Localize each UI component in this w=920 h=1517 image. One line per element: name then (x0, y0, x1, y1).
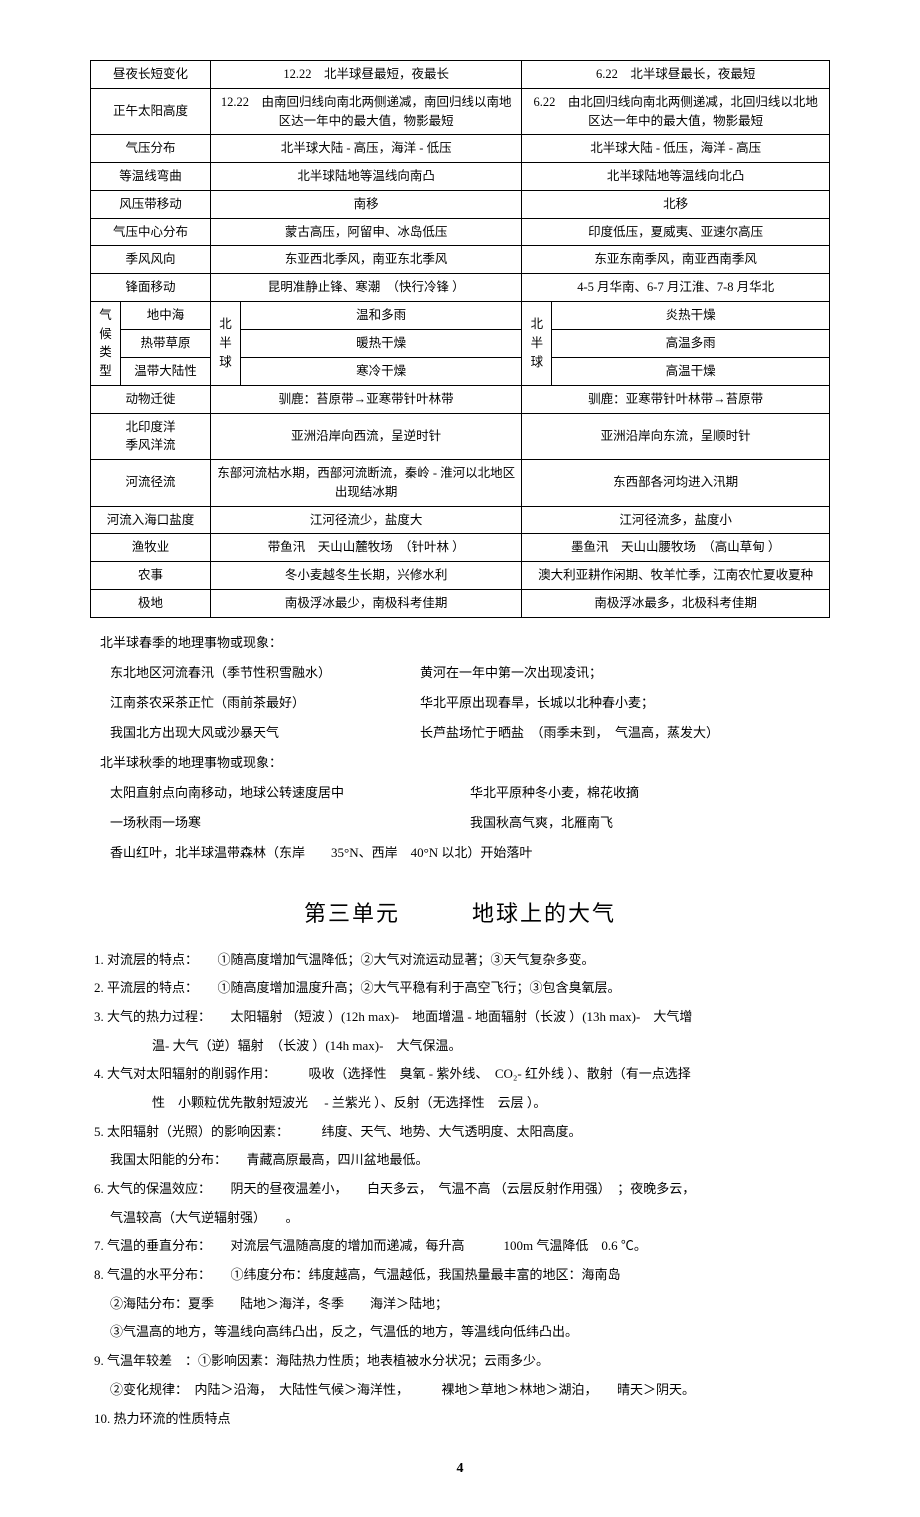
unit3-line: 5. 太阳辐射（光照）的影响因素： 纬度、天气、地势、大气透明度、太阳高度。 (90, 1120, 830, 1145)
winter-cell: 南极浮冰最少，南极科考佳期 (211, 589, 522, 617)
spring-left: 江南茶农采茶正忙（雨前茶最好） (110, 690, 420, 716)
climate-type: 热带草原 (121, 329, 211, 357)
winter-cell: 东部河流枯水期，西部河流断流，秦岭 - 淮河以北地区出现结冰期 (211, 460, 522, 507)
winter-cell: 昆明准静止锋、寒潮 （快行冷锋 ） (211, 274, 522, 302)
unit3-cont: ②海陆分布：夏季 陆地＞海洋，冬季 海洋＞陆地； (90, 1292, 830, 1317)
spring-item: 江南茶农采茶正忙（雨前茶最好）华北平原出现春旱，长城以北种春小麦； (110, 690, 830, 716)
row-label: 北印度洋季风洋流 (91, 413, 211, 460)
row-label: 气压中心分布 (91, 218, 211, 246)
winter-cell: 12.22 北半球昼最短，夜最长 (211, 61, 522, 89)
climate-type: 温带大陆性 (121, 357, 211, 385)
spring-title: 北半球春季的地理事物或现象： (100, 630, 830, 656)
unit3-heading: 第三单元 地球上的大气 (90, 896, 830, 928)
row-label: 农事 (91, 562, 211, 590)
row-label: 渔牧业 (91, 534, 211, 562)
winter-cell: 江河径流少，盐度大 (211, 506, 522, 534)
autumn-right: 华北平原种冬小麦，棉花收摘 (470, 780, 639, 806)
spring-item: 我国北方出现大风或沙暴天气长芦盐场忙于晒盐 （雨季未到， 气温高，蒸发大） (110, 720, 830, 746)
winter-cell: 东亚西北季风，南亚东北季风 (211, 246, 522, 274)
climate-summer: 高温多雨 (552, 329, 830, 357)
summer-cell: 澳大利亚耕作闲期、牧羊忙季，江南农忙夏收夏种 (522, 562, 830, 590)
summer-cell: 东西部各河均进入汛期 (522, 460, 830, 507)
autumn-title: 北半球秋季的地理事物或现象： (100, 750, 830, 776)
unit3-cont: 温- 大气（逆）辐射 （长波 ）(14h max)- 大气保温。 (90, 1034, 830, 1059)
climate-winter: 寒冷干燥 (241, 357, 522, 385)
autumn-item: 太阳直射点向南移动，地球公转速度居中华北平原种冬小麦，棉花收摘 (110, 780, 830, 806)
winter-cell: 亚洲沿岸向西流，呈逆时针 (211, 413, 522, 460)
summer-cell: 6.22 由北回归线向南北两侧递减，北回归线以北地区达一年中的最大值，物影最短 (522, 88, 830, 135)
unit3-line: 8. 气温的水平分布： ①纬度分布：纬度越高，气温越低，我国热量最丰富的地区：海… (90, 1263, 830, 1288)
summer-cell: 驯鹿：亚寒带针叶林带→苔原带 (522, 385, 830, 413)
climate-type: 地中海 (121, 301, 211, 329)
unit3-line: 4. 大气对太阳辐射的削弱作用： 吸收（选择性 臭氧 - 紫外线、 CO₂- 红… (90, 1062, 830, 1087)
unit3-line: 9. 气温年较差 ：①影响因素：海陆热力性质；地表植被水分状况；云雨多少。 (90, 1349, 830, 1374)
row-label: 风压带移动 (91, 190, 211, 218)
autumn-left: 太阳直射点向南移动，地球公转速度居中 (110, 780, 470, 806)
unit3-cont: ③气温高的地方，等温线向高纬凸出，反之，气温低的地方，等温线向低纬凸出。 (90, 1320, 830, 1345)
row-label: 动物迁徙 (91, 385, 211, 413)
row-label: 等温线弯曲 (91, 163, 211, 191)
spring-left: 东北地区河流春汛（季节性积雪融水） (110, 660, 420, 686)
winter-cell: 冬小麦越冬生长期，兴修水利 (211, 562, 522, 590)
unit3-line: 7. 气温的垂直分布： 对流层气温随高度的增加而递减，每升高 100m 气温降低… (90, 1234, 830, 1259)
unit3-cont: 我国太阳能的分布： 青藏高原最高，四川盆地最低。 (90, 1148, 830, 1173)
climate-winter: 暖热干燥 (241, 329, 522, 357)
hemi-right: 北半球 (522, 301, 552, 385)
autumn-right: 我国秋高气爽，北雁南飞 (470, 810, 613, 836)
winter-cell: 蒙古高压，阿留申、冰岛低压 (211, 218, 522, 246)
row-label: 季风风向 (91, 246, 211, 274)
page-number: 4 (90, 1461, 830, 1477)
comparison-table: 昼夜长短变化12.22 北半球昼最短，夜最长6.22 北半球昼最长，夜最短正午太… (90, 60, 830, 618)
summer-cell: 东亚东南季风，南亚西南季风 (522, 246, 830, 274)
summer-cell: 6.22 北半球昼最长，夜最短 (522, 61, 830, 89)
unit3-line: 3. 大气的热力过程： 太阳辐射 （短波 ）(12h max)- 地面增温 - … (90, 1005, 830, 1030)
winter-cell: 驯鹿：苔原带→亚寒带针叶林带 (211, 385, 522, 413)
climate-summer: 炎热干燥 (552, 301, 830, 329)
unit3-cont: 气温较高（大气逆辐射强） 。 (90, 1206, 830, 1231)
summer-cell: 北半球陆地等温线向北凸 (522, 163, 830, 191)
spring-left: 我国北方出现大风或沙暴天气 (110, 720, 420, 746)
unit3-line: 10. 热力环流的性质特点 (90, 1407, 830, 1432)
row-label: 气压分布 (91, 135, 211, 163)
row-label: 河流径流 (91, 460, 211, 507)
row-label: 昼夜长短变化 (91, 61, 211, 89)
row-label: 极地 (91, 589, 211, 617)
spring-right: 华北平原出现春旱，长城以北种春小麦； (420, 690, 654, 716)
summer-cell: 4-5 月华南、6-7 月江淮、7-8 月华北 (522, 274, 830, 302)
unit3-cont: 性 小颗粒优先散射短波光 - 兰紫光 ）、反射（无选择性 云层 ）。 (90, 1091, 830, 1116)
winter-cell: 带鱼汛 天山山麓牧场 （针叶林 ） (211, 534, 522, 562)
unit3-line: 1. 对流层的特点： ①随高度增加气温降低；②大气对流运动显著；③天气复杂多变。 (90, 948, 830, 973)
winter-cell: 南移 (211, 190, 522, 218)
autumn-item: 一场秋雨一场寒我国秋高气爽，北雁南飞 (110, 810, 830, 836)
summer-cell: 印度低压，夏威夷、亚速尔高压 (522, 218, 830, 246)
summer-cell: 北半球大陆 - 低压，海洋 - 高压 (522, 135, 830, 163)
row-label: 河流入海口盐度 (91, 506, 211, 534)
row-label: 正午太阳高度 (91, 88, 211, 135)
summer-cell: 江河径流多，盐度小 (522, 506, 830, 534)
unit3-line: 6. 大气的保温效应： 阴天的昼夜温差小， 白天多云， 气温不高 （云层反射作用… (90, 1177, 830, 1202)
climate-summer: 高温干燥 (552, 357, 830, 385)
row-label: 锋面移动 (91, 274, 211, 302)
unit3-line: 2. 平流层的特点： ①随高度增加温度升高；②大气平稳有利于高空飞行；③包含臭氧… (90, 976, 830, 1001)
summer-cell: 亚洲沿岸向东流，呈顺时针 (522, 413, 830, 460)
winter-cell: 12.22 由南回归线向南北两侧递减，南回归线以南地区达一年中的最大值，物影最短 (211, 88, 522, 135)
spring-right: 黄河在一年中第一次出现凌讯； (420, 660, 602, 686)
winter-cell: 北半球大陆 - 高压，海洋 - 低压 (211, 135, 522, 163)
autumn-last: 香山红叶，北半球温带森林（东岸 35°N、西岸 40°N 以北）开始落叶 (110, 840, 830, 866)
winter-cell: 北半球陆地等温线向南凸 (211, 163, 522, 191)
summer-cell: 南极浮冰最多，北极科考佳期 (522, 589, 830, 617)
summer-cell: 北移 (522, 190, 830, 218)
climate-group: 气候类型 (91, 301, 121, 385)
spring-right: 长芦盐场忙于晒盐 （雨季未到， 气温高，蒸发大） (420, 720, 719, 746)
spring-item: 东北地区河流春汛（季节性积雪融水）黄河在一年中第一次出现凌讯； (110, 660, 830, 686)
unit3-cont: ②变化规律： 内陆＞沿海， 大陆性气候＞海洋性， 裸地＞草地＞林地＞湖泊， 晴天… (90, 1378, 830, 1403)
climate-winter: 温和多雨 (241, 301, 522, 329)
summer-cell: 墨鱼汛 天山山腰牧场 （高山草甸 ） (522, 534, 830, 562)
autumn-left: 一场秋雨一场寒 (110, 810, 470, 836)
hemi-left: 北半球 (211, 301, 241, 385)
